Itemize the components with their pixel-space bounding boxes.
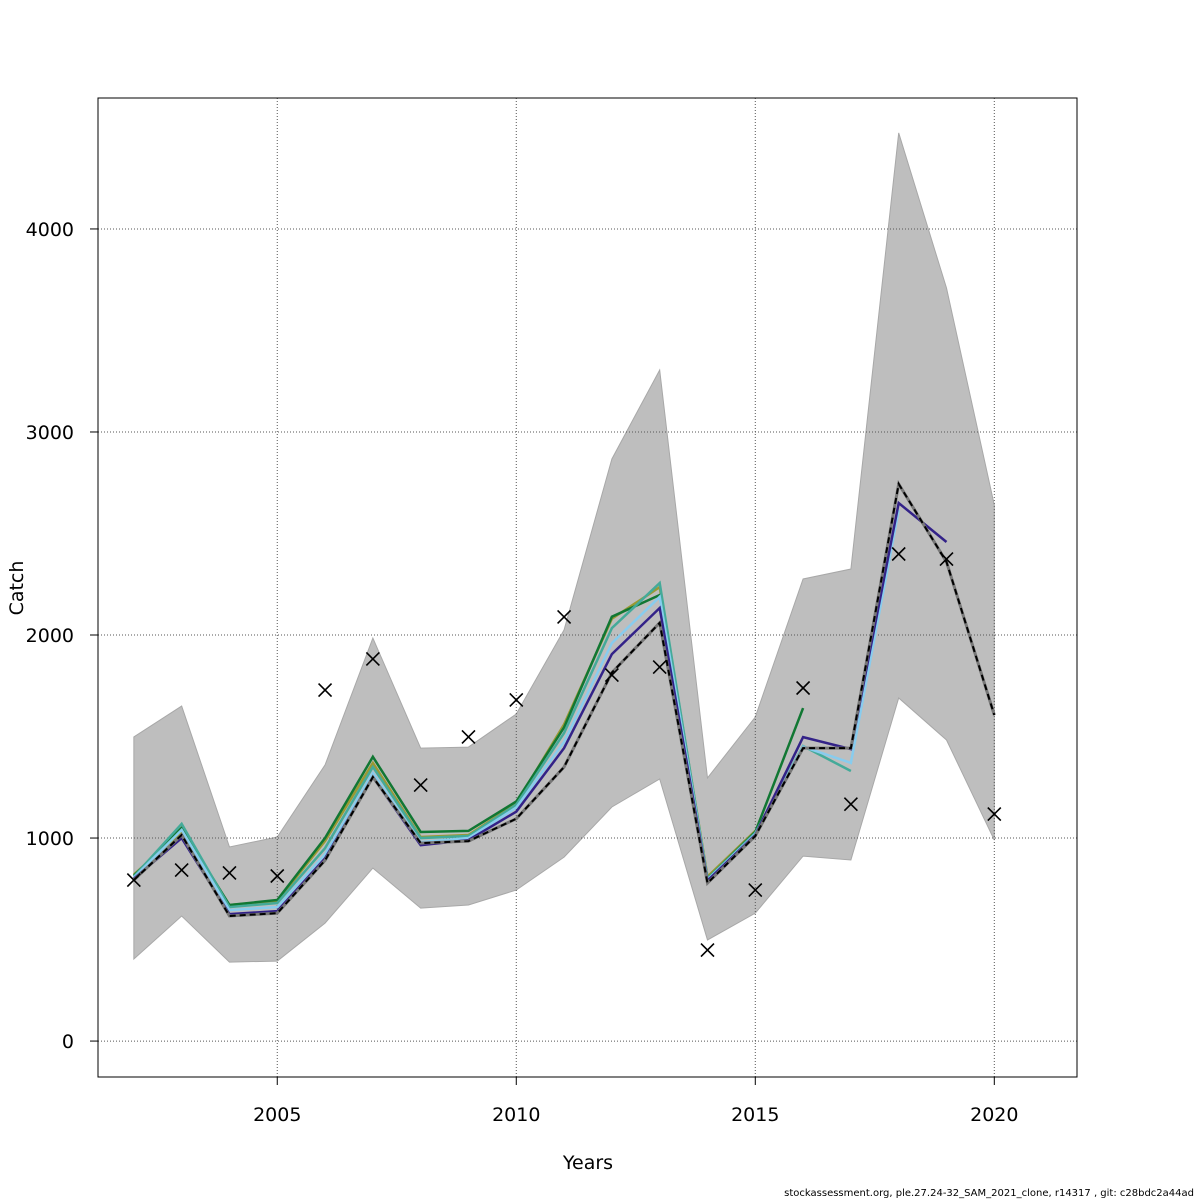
x-tick-label: 2020 <box>970 1104 1018 1126</box>
observation-marker <box>557 609 572 625</box>
observation-marker <box>413 777 428 793</box>
y-tick-label: 3000 <box>26 422 74 444</box>
observation-marker <box>700 943 715 958</box>
observation-marker <box>174 863 189 878</box>
observation-marker <box>222 865 237 881</box>
observation-marker <box>270 868 285 884</box>
confidence-band-area <box>133 132 995 963</box>
y-tick-label: 2000 <box>26 625 74 647</box>
footer-source: stockassessment.org, ple.27.24-32_SAM_20… <box>784 1188 1194 1199</box>
axis-ticks: 2005 2010 2015 2020 0 1000 2000 3000 4000 <box>26 219 1019 1126</box>
x-axis-label: Years <box>562 1152 613 1174</box>
observation-marker <box>317 682 333 698</box>
observation-marker <box>509 692 524 708</box>
confidence-band <box>133 132 995 963</box>
observation-markers <box>126 546 1002 958</box>
x-tick-label: 2010 <box>492 1104 540 1126</box>
series-line-4 <box>133 500 948 916</box>
y-tick-label: 0 <box>62 1031 74 1053</box>
observation-marker <box>365 651 380 667</box>
observation-marker <box>987 807 1002 822</box>
y-tick-label: 4000 <box>26 219 74 241</box>
observation-marker <box>939 552 954 567</box>
observation-marker <box>461 729 476 744</box>
plot-frame <box>97 97 1078 1078</box>
observation-marker <box>604 667 619 683</box>
observation-marker <box>126 872 141 888</box>
observation-marker <box>748 882 763 898</box>
observation-marker <box>796 680 811 696</box>
observation-marker <box>891 546 906 562</box>
y-axis-label: Catch <box>6 561 28 616</box>
x-tick-label: 2015 <box>731 1104 779 1126</box>
observation-marker <box>652 660 667 675</box>
series-line-5 <box>133 481 996 918</box>
x-tick-label: 2005 <box>253 1104 301 1126</box>
observation-marker <box>843 797 858 812</box>
series-lines <box>132 479 996 918</box>
grid <box>98 98 1077 1077</box>
y-tick-label: 1000 <box>26 828 74 850</box>
